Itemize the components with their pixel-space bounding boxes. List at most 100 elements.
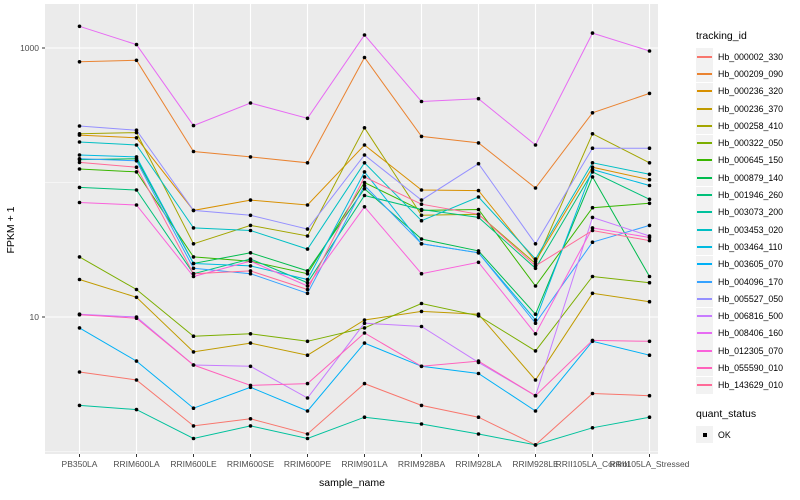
data-point (647, 91, 652, 96)
data-point (362, 33, 367, 37)
data-point (362, 55, 367, 60)
x-tick-label: RRIM600PE (284, 459, 332, 469)
data-point (134, 58, 139, 63)
data-point (191, 350, 196, 354)
data-point (476, 371, 481, 376)
legend-key-line (697, 211, 712, 214)
data-point (419, 271, 424, 276)
data-point (134, 188, 139, 192)
data-point (248, 383, 253, 388)
legend-shape-key (696, 426, 713, 444)
data-point (590, 167, 595, 172)
legend-item: Hb_012305_070 (696, 342, 800, 360)
data-point (191, 255, 196, 259)
data-point (77, 403, 82, 408)
legend-item: Hb_000209_090 (696, 65, 800, 83)
y-tick-label: 1000 (20, 43, 39, 53)
legend-item-label: Hb_000322_050 (718, 138, 784, 149)
data-point (305, 269, 310, 273)
legend-key (696, 134, 713, 152)
data-point (191, 149, 196, 154)
data-point (305, 271, 310, 276)
data-point (77, 140, 82, 144)
legend-key-line (697, 315, 712, 318)
x-tick-label: RRII105LA_Control (556, 459, 630, 469)
data-point (362, 183, 367, 188)
data-point (248, 264, 253, 268)
data-point (362, 161, 367, 165)
data-point (419, 422, 424, 426)
data-point (305, 381, 310, 386)
legend-item: Hb_003453_020 (696, 221, 800, 239)
data-point (476, 415, 481, 420)
data-point (533, 349, 538, 353)
plot-panel (45, 4, 658, 454)
data-point (590, 111, 595, 115)
legend-item-label: Hb_000645_150 (718, 155, 784, 166)
data-point (191, 436, 196, 441)
data-point (590, 240, 595, 244)
data-point (77, 312, 82, 317)
data-point (647, 161, 652, 165)
data-point (305, 396, 310, 400)
legend: tracking_id Hb_000002_330 Hb_000209_090 Hb… (696, 30, 800, 444)
legend-item-label: Hb_055590_010 (718, 362, 784, 373)
legend-item: Hb_001946_260 (696, 186, 800, 204)
legend-key (696, 376, 713, 394)
legend-key-line (697, 107, 712, 110)
legend-item: Hb_000236_320 (696, 82, 800, 100)
x-tick-label: RRII105LA_Stressed (610, 459, 690, 469)
data-point (590, 132, 595, 136)
data-point (305, 353, 310, 358)
legend-key-line (697, 142, 712, 145)
legend-item: Hb_000002_330 (696, 48, 800, 66)
data-point (590, 274, 595, 279)
x-tick-label: RRIM928LE (512, 459, 559, 469)
data-point (191, 271, 196, 276)
legend-item-label: Hb_003605_070 (718, 259, 784, 270)
data-point (590, 205, 595, 210)
data-point (533, 257, 538, 261)
legend-item-label: Hb_008406_160 (718, 328, 784, 339)
legend-item: Hb_055590_010 (696, 359, 800, 377)
data-point (533, 393, 538, 398)
data-point (248, 417, 253, 421)
data-point (647, 238, 652, 243)
legend-item-label: Hb_001946_260 (718, 190, 784, 201)
legend-item: Hb_004096_170 (696, 273, 800, 290)
data-point (77, 157, 82, 161)
legend-item-label: Hb_000236_320 (718, 86, 784, 97)
data-point (419, 202, 424, 206)
data-point (533, 409, 538, 413)
data-point (305, 291, 310, 296)
data-point (590, 215, 595, 220)
legend-item-label: Hb_012305_070 (718, 345, 784, 356)
legend-key (696, 117, 713, 135)
data-point (419, 207, 424, 212)
legend-key-line (697, 176, 712, 179)
data-point (305, 284, 310, 288)
legend-item-label: Hb_006816_500 (718, 311, 784, 322)
legend-key-line (697, 332, 712, 335)
data-point (134, 170, 139, 174)
data-point (305, 203, 310, 207)
legend-item: Hb_003464_110 (696, 238, 800, 256)
legend-item-label: Hb_000236_370 (718, 103, 784, 114)
data-point (191, 208, 196, 213)
x-tick-label: RRIM901LA (341, 459, 388, 469)
legend-item-label: Hb_004096_170 (718, 276, 784, 287)
legend-item-label: Hb_000002_330 (718, 51, 784, 62)
data-point (419, 309, 424, 314)
data-point (77, 60, 82, 64)
data-point (134, 407, 139, 412)
legend-item: Hb_000236_370 (696, 100, 800, 118)
data-point (191, 266, 196, 271)
data-point (590, 226, 595, 230)
legend-color-title: tracking_id (696, 30, 747, 42)
data-point (647, 393, 652, 398)
x-axis-title: sample_name (319, 477, 385, 489)
data-point (419, 134, 424, 139)
data-point (134, 42, 139, 47)
legend-shape-label: OK (718, 429, 731, 440)
data-point (191, 226, 196, 230)
